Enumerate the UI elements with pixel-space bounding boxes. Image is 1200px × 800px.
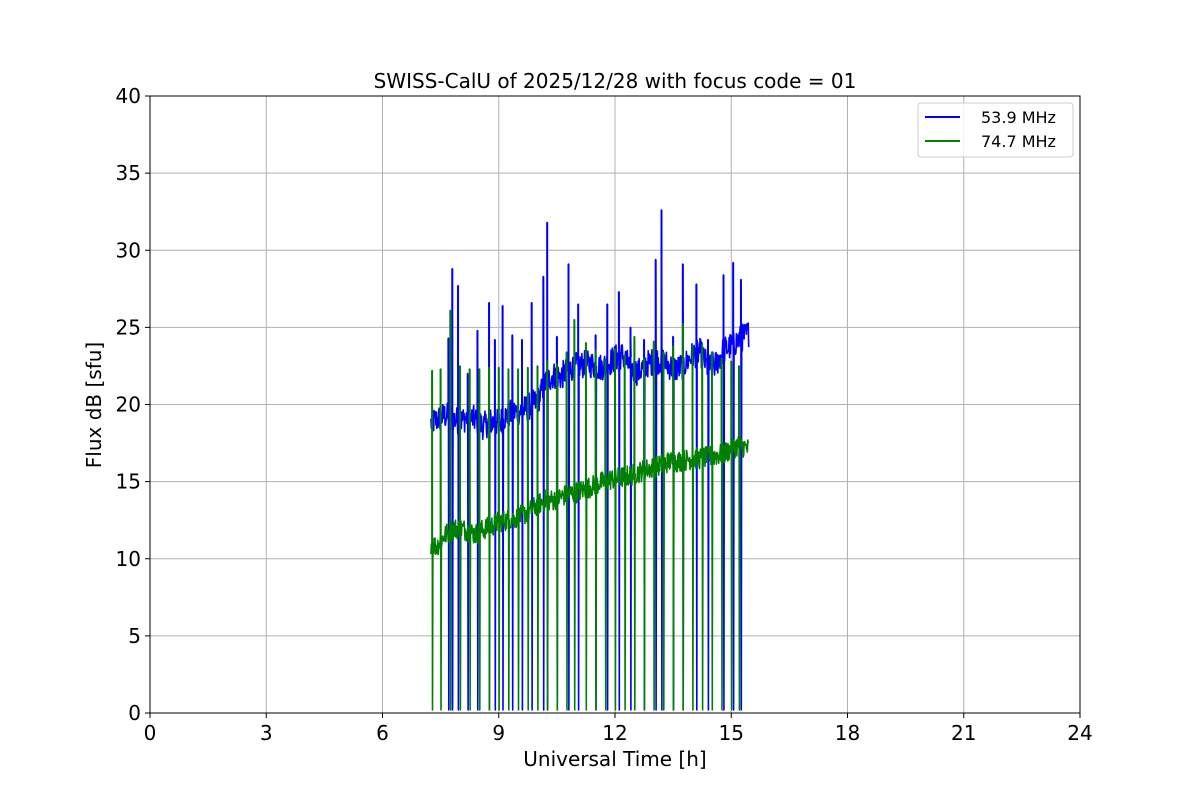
x-axis-label: Universal Time [h] [523, 747, 706, 771]
series-0-group [430, 209, 750, 711]
y-tick-label: 35 [116, 161, 141, 185]
y-tick-label: 20 [116, 393, 141, 417]
x-tick-label: 9 [492, 721, 505, 745]
series-line-0 [430, 209, 750, 711]
x-tick-label: 18 [835, 721, 860, 745]
y-tick-label: 25 [116, 315, 141, 339]
y-tick-label: 30 [116, 238, 141, 262]
legend-label-53-9: 53.9 MHz [981, 108, 1056, 127]
x-tick-label: 12 [602, 721, 627, 745]
legend: 53.9 MHz 74.7 MHz [917, 102, 1074, 158]
x-tick-label: 6 [376, 721, 389, 745]
x-tick-label: 24 [1067, 721, 1092, 745]
y-tick-label: 0 [128, 701, 141, 725]
plot-series [430, 209, 750, 711]
series-1-group [430, 309, 750, 711]
y-axis-label: Flux dB [sfu] [82, 342, 106, 468]
y-tick-label: 40 [116, 84, 141, 108]
chart-title: SWISS-CalU of 2025/12/28 with focus code… [374, 69, 857, 93]
series-line-1 [430, 309, 750, 711]
x-tick-label: 0 [144, 721, 157, 745]
y-tick-label: 15 [116, 470, 141, 494]
x-tick-label: 15 [719, 721, 744, 745]
y-tick-label: 5 [128, 624, 141, 648]
x-tick-label: 3 [260, 721, 273, 745]
x-tick-label: 21 [951, 721, 976, 745]
y-axis-ticks: 0 5 10 15 20 25 30 35 40 [116, 84, 150, 725]
y-tick-label: 10 [116, 547, 141, 571]
legend-label-74-7: 74.7 MHz [981, 132, 1056, 151]
x-axis-ticks: 0 3 6 9 12 15 18 21 24 [144, 713, 1093, 745]
